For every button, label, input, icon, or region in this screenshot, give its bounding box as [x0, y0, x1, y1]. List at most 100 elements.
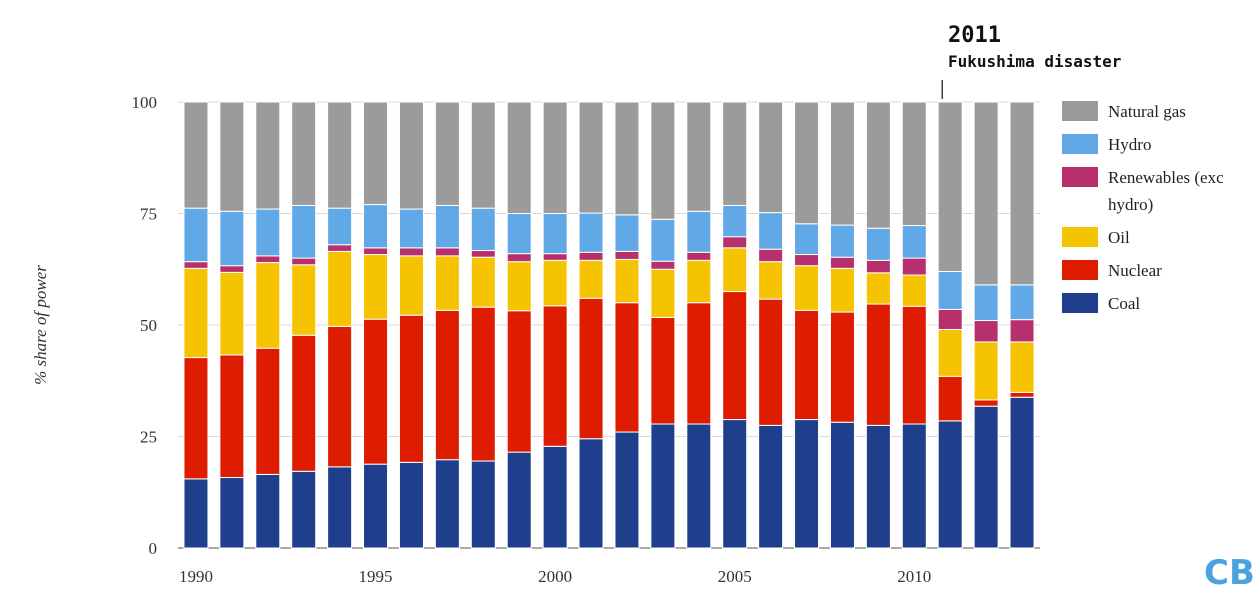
bar-nuclear-2007 [794, 309, 820, 421]
x-tick-label-1990: 1990 [179, 567, 213, 586]
bar-renewables-exc-hydro-1995 [363, 247, 389, 256]
bar-hydro-2011 [937, 270, 963, 310]
bar-oil-2007 [794, 265, 820, 311]
legend-label-hydro: Hydro [1108, 135, 1151, 154]
bar-nuclear-2011 [937, 375, 963, 422]
bar-stack-1992 [255, 101, 281, 549]
bar-natural-gas-2005 [722, 101, 748, 206]
bar-hydro-1997 [434, 204, 460, 249]
bar-coal-2006 [758, 424, 784, 549]
bar-stack-2007 [794, 101, 820, 549]
bar-renewables-exc-hydro-1993 [291, 257, 317, 266]
bar-hydro-1993 [291, 204, 317, 259]
bar-hydro-2010 [901, 225, 927, 259]
bar-coal-1993 [291, 470, 317, 549]
bar-stack-2013 [1009, 101, 1035, 549]
bar-coal-2011 [937, 420, 963, 549]
bar-oil-2005 [722, 247, 748, 293]
bar-coal-2007 [794, 419, 820, 549]
bar-stack-2012 [973, 101, 999, 549]
bar-oil-2006 [758, 261, 784, 300]
bar-natural-gas-1998 [470, 101, 496, 209]
legend-label-nuclear: Nuclear [1108, 261, 1162, 280]
bar-natural-gas-1999 [506, 101, 532, 214]
bar-renewables-exc-hydro-2003 [650, 260, 676, 270]
bar-renewables-exc-hydro-1999 [506, 253, 532, 263]
bar-stack-1999 [506, 101, 532, 549]
bar-renewables-exc-hydro-2011 [937, 308, 963, 330]
bar-hydro-1994 [327, 207, 353, 246]
bar-natural-gas-2003 [650, 101, 676, 220]
bar-natural-gas-2006 [758, 101, 784, 214]
legend-label-oil: Oil [1108, 228, 1130, 247]
bar-nuclear-1996 [398, 314, 424, 463]
bar-oil-2011 [937, 328, 963, 377]
bar-stack-2009 [865, 101, 891, 549]
bar-hydro-1998 [470, 207, 496, 252]
bar-renewables-exc-hydro-1992 [255, 255, 281, 264]
bar-nuclear-1992 [255, 347, 281, 475]
bar-coal-1995 [363, 463, 389, 549]
bar-natural-gas-1997 [434, 101, 460, 206]
bar-stack-1993 [291, 101, 317, 549]
bar-coal-1998 [470, 460, 496, 549]
y-tick-label-100: 100 [132, 93, 158, 112]
bar-nuclear-2003 [650, 316, 676, 425]
bar-stack-2001 [578, 101, 604, 549]
bar-renewables-exc-hydro-2007 [794, 254, 820, 267]
bar-nuclear-1997 [434, 309, 460, 461]
bar-nuclear-1991 [219, 354, 245, 479]
bar-oil-2010 [901, 274, 927, 307]
bar-stack-2000 [542, 101, 568, 549]
bar-renewables-exc-hydro-2000 [542, 253, 568, 261]
bar-stack-1991 [219, 101, 245, 549]
bar-hydro-2013 [1009, 284, 1035, 321]
bar-natural-gas-2011 [937, 101, 963, 272]
bar-hydro-2006 [758, 212, 784, 250]
bar-renewables-exc-hydro-2005 [722, 236, 748, 249]
y-tick-label-0: 0 [149, 539, 158, 558]
bar-stack-1990 [183, 101, 209, 549]
bar-natural-gas-2010 [901, 101, 927, 227]
legend-swatch-coal [1062, 293, 1098, 313]
bar-coal-1992 [255, 473, 281, 549]
y-axis-label: % share of power [31, 265, 50, 385]
bar-coal-2000 [542, 445, 568, 549]
bar-coal-1996 [398, 461, 424, 549]
x-tick-label-2000: 2000 [538, 567, 572, 586]
bar-natural-gas-2007 [794, 101, 820, 225]
bar-hydro-2012 [973, 284, 999, 322]
legend-label-natural-gas: Natural gas [1108, 102, 1186, 121]
bar-natural-gas-1990 [183, 101, 209, 209]
bar-renewables-exc-hydro-2002 [614, 250, 640, 260]
bar-stack-1997 [434, 101, 460, 549]
bar-coal-2001 [578, 438, 604, 549]
bar-stack-2003 [650, 101, 676, 549]
bar-oil-1997 [434, 255, 460, 311]
bar-oil-1994 [327, 250, 353, 327]
bar-oil-1991 [219, 271, 245, 356]
bar-natural-gas-2002 [614, 101, 640, 216]
bar-oil-2008 [829, 267, 855, 313]
bar-hydro-1995 [363, 204, 389, 249]
bar-hydro-2004 [686, 210, 712, 253]
bar-natural-gas-1991 [219, 101, 245, 212]
bar-nuclear-2000 [542, 305, 568, 447]
bar-stack-1994 [327, 101, 353, 549]
bar-coal-2004 [686, 423, 712, 549]
bar-coal-2012 [973, 405, 999, 549]
grid-lines [178, 101, 1040, 549]
bar-natural-gas-2009 [865, 101, 891, 229]
legend-swatch-hydro [1062, 134, 1098, 154]
carbon-brief-logo: CB [1204, 553, 1255, 593]
bar-hydro-1992 [255, 208, 281, 257]
bar-nuclear-2006 [758, 298, 784, 426]
annotation: 2011 Fukushima disaster [941, 23, 1121, 99]
bar-coal-1994 [327, 466, 353, 549]
legend-swatch-nuclear [1062, 260, 1098, 280]
bar-oil-2012 [973, 341, 999, 401]
bar-coal-2002 [614, 431, 640, 549]
bar-renewables-exc-hydro-2009 [865, 259, 891, 274]
bar-stack-1998 [470, 101, 496, 549]
bar-coal-2003 [650, 423, 676, 549]
